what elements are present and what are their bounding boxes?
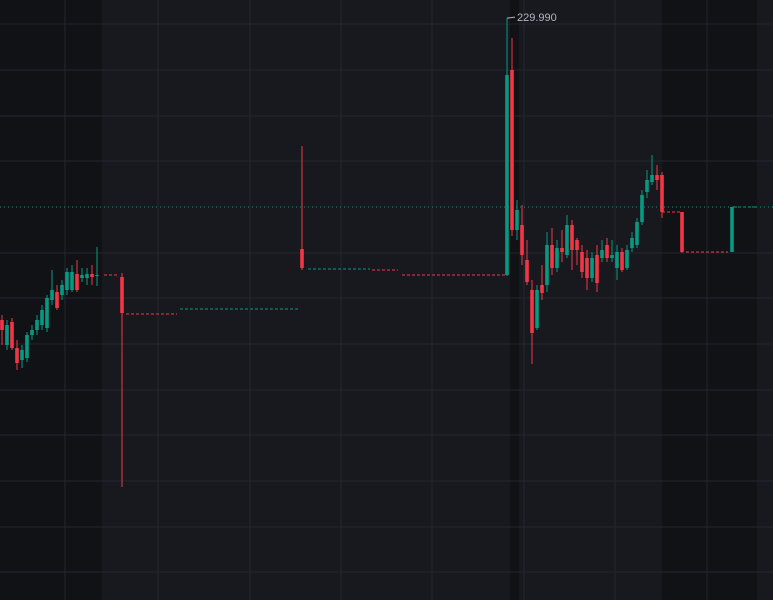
- candle-body: [0, 320, 4, 330]
- session-shade: [662, 0, 757, 600]
- candle-body: [85, 274, 89, 278]
- candle-body: [660, 175, 664, 212]
- candle-body: [5, 325, 9, 345]
- candle-body: [555, 248, 559, 268]
- candle-body: [530, 290, 534, 333]
- candle-body: [540, 285, 544, 293]
- candle-body: [535, 290, 539, 328]
- candle-body: [570, 225, 574, 250]
- candle-body: [525, 260, 529, 282]
- candle-body: [75, 274, 79, 290]
- candle-body: [645, 180, 649, 192]
- candle-body: [620, 252, 624, 270]
- candle-body: [510, 70, 514, 230]
- candle-body: [585, 258, 589, 278]
- candle-body: [50, 290, 54, 300]
- candle-body: [635, 222, 639, 245]
- candle-body: [595, 255, 599, 283]
- candle-body: [30, 330, 34, 335]
- candle-body: [90, 274, 94, 277]
- candle-body: [20, 350, 24, 360]
- candle-body: [505, 75, 509, 275]
- candle-body: [590, 258, 594, 278]
- candle-body: [55, 292, 59, 308]
- candle-body: [550, 245, 554, 268]
- candle-body: [650, 175, 654, 182]
- candle-body: [520, 225, 524, 255]
- candle-body: [15, 348, 19, 363]
- candle-body: [65, 272, 69, 290]
- candle-body: [545, 245, 549, 285]
- candle-body: [640, 195, 644, 222]
- candle-body: [95, 275, 99, 276]
- candle-body: [70, 272, 74, 290]
- annotation-leader: [506, 16, 516, 19]
- candle-body: [680, 212, 684, 252]
- candle-body: [45, 298, 49, 328]
- candle-body: [60, 285, 64, 295]
- candle-body: [25, 335, 29, 358]
- candle-body: [565, 225, 569, 255]
- candle-body: [35, 320, 39, 330]
- candle-body: [120, 277, 124, 313]
- candle-body: [560, 248, 564, 252]
- candle-body: [515, 210, 519, 230]
- candle-body: [625, 250, 629, 268]
- annotation-label: 229.990: [517, 12, 557, 24]
- candle-body: [615, 252, 619, 268]
- session-shade: [510, 0, 519, 600]
- candle-body: [40, 310, 44, 325]
- candle-body: [655, 175, 659, 180]
- candle-body: [10, 322, 14, 348]
- candle-body: [300, 249, 304, 268]
- candle-body: [630, 238, 634, 248]
- candle-body: [730, 207, 734, 252]
- candle-body: [600, 250, 604, 258]
- candle-body: [575, 240, 579, 250]
- candle-body: [610, 255, 614, 258]
- candle-body: [80, 275, 84, 278]
- candle-body: [605, 245, 609, 258]
- candle-body: [580, 252, 584, 272]
